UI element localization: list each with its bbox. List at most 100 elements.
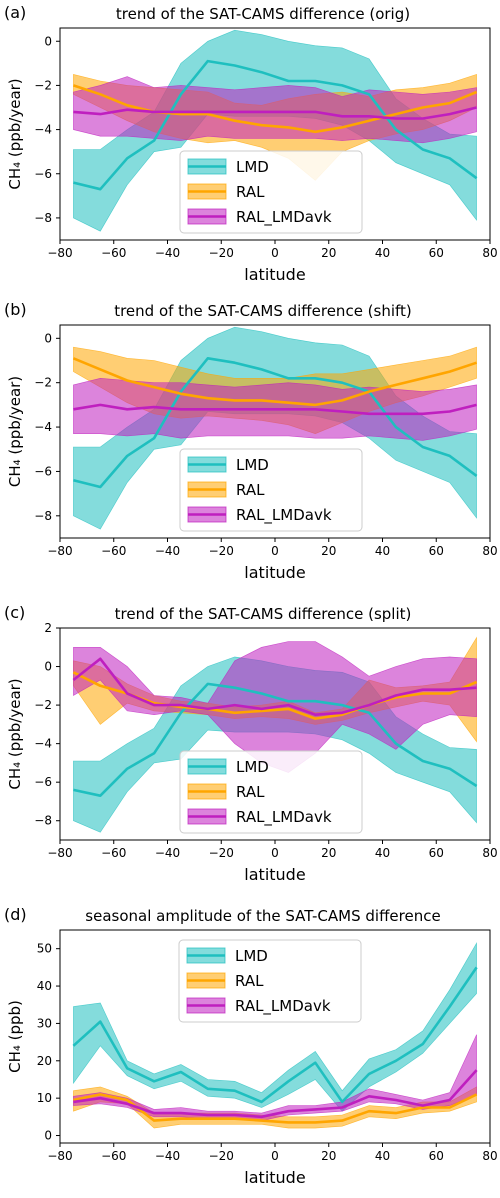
x-tick-label: 0	[271, 544, 279, 558]
x-tick-label: 20	[321, 246, 336, 260]
legend-label: LMD	[236, 456, 269, 474]
y-tick-label: −6	[34, 464, 52, 478]
x-tick-label: 60	[429, 1149, 444, 1163]
y-tick-label: 30	[37, 1016, 52, 1030]
panel-label: (b)	[4, 300, 27, 319]
x-tick-label: −60	[101, 846, 126, 860]
line-lmd	[73, 59, 478, 191]
x-tick-label: −80	[47, 246, 72, 260]
y-axis-label: CH₄ (ppb/year)	[6, 78, 24, 189]
band-ral_lmdavk	[73, 76, 477, 144]
legend-label: RAL	[236, 783, 265, 801]
y-tick-label: −2	[34, 698, 52, 712]
legend-label: RAL_LMDavk	[236, 808, 332, 827]
chart-title: trend of the SAT-CAMS difference (split)	[115, 605, 412, 623]
y-tick-label: 10	[37, 1091, 52, 1105]
x-tick-label: 0	[271, 1149, 279, 1163]
legend: LMD RAL RAL_LMDavk	[179, 448, 363, 532]
x-tick-label: −40	[155, 246, 180, 260]
y-tick-label: 2	[44, 621, 52, 635]
x-tick-label: 40	[375, 846, 390, 860]
x-tick-label: 60	[429, 544, 444, 558]
legend-label: LMD	[236, 158, 269, 176]
x-tick-label: −80	[47, 846, 72, 860]
x-tick-label: 80	[482, 1149, 497, 1163]
y-tick-label: −6	[34, 167, 52, 181]
legend-label: RAL_LMDavk	[236, 506, 332, 525]
line-lmd	[72, 966, 478, 1104]
chart-title: trend of the SAT-CAMS difference (orig)	[116, 5, 410, 23]
legend-label: RAL	[236, 183, 265, 201]
x-tick-label: 20	[321, 846, 336, 860]
x-axis-label: latitude	[244, 563, 305, 582]
legend: LMD RAL RAL_LMDavk	[179, 150, 363, 234]
y-tick-label: 40	[37, 979, 52, 993]
line-lmd	[73, 682, 478, 797]
x-tick-label: −20	[209, 544, 234, 558]
chart-title: seasonal amplitude of the SAT-CAMS diffe…	[85, 907, 440, 925]
y-tick-label: 20	[37, 1054, 52, 1068]
legend: LMD RAL RAL_LMDavk	[178, 939, 362, 1023]
legend-label: RAL	[235, 972, 264, 990]
band-lmd	[73, 941, 477, 1112]
legend-label: RAL	[236, 481, 265, 499]
x-tick-label: 20	[321, 1149, 336, 1163]
legend-label: RAL_LMDavk	[236, 208, 332, 227]
panel-label: (a)	[4, 3, 26, 22]
y-tick-label: −4	[34, 123, 52, 137]
y-tick-label: −8	[34, 814, 52, 828]
x-tick-label: 0	[271, 846, 279, 860]
legend: LMD RAL RAL_LMDavk	[179, 750, 363, 834]
x-axis-label: latitude	[244, 1168, 305, 1187]
x-tick-label: 80	[482, 846, 497, 860]
y-tick-label: 50	[37, 942, 52, 956]
y-axis-label: CH₄ (ppb/year)	[6, 376, 24, 487]
x-tick-label: 60	[429, 846, 444, 860]
panel-label: (d)	[4, 905, 27, 924]
panel-a: −80 −60 −40 −20 0 20 40 60 80 0 −2 −4 −6 −8 trend of t…	[4, 3, 498, 284]
line-ral_lmdavk	[73, 106, 477, 120]
legend-label: LMD	[236, 758, 269, 776]
y-tick-label: 0	[44, 331, 52, 345]
line-ral_lmdavk	[72, 657, 477, 716]
x-tick-label: 80	[482, 246, 497, 260]
x-tick-label: 20	[321, 544, 336, 558]
x-tick-label: −80	[47, 544, 72, 558]
panel-d: −80 −60 −40 −20 0 20 40 60 80 0 10 20 30 40 50 seasonal…	[4, 905, 498, 1187]
x-tick-label: 40	[375, 544, 390, 558]
line-ral	[72, 357, 478, 407]
y-tick-label: −8	[34, 509, 52, 523]
x-tick-label: −20	[209, 846, 234, 860]
x-tick-label: 60	[429, 246, 444, 260]
y-tick-label: 0	[44, 34, 52, 48]
x-tick-label: 40	[375, 1149, 390, 1163]
y-tick-label: 0	[44, 660, 52, 674]
x-axis-label: latitude	[244, 865, 305, 884]
x-tick-label: 80	[482, 544, 497, 558]
x-tick-label: −40	[155, 544, 180, 558]
x-tick-label: −80	[47, 1149, 72, 1163]
legend-label: RAL_LMDavk	[235, 997, 331, 1016]
x-tick-label: −40	[155, 1149, 180, 1163]
x-axis-label: latitude	[244, 265, 305, 284]
line-ral	[73, 1093, 478, 1124]
y-tick-label: −4	[34, 737, 52, 751]
x-tick-label: −20	[209, 1149, 234, 1163]
y-axis-label: CH₄ (ppb/year)	[6, 678, 24, 789]
chart-title: trend of the SAT-CAMS difference (shift)	[114, 302, 412, 320]
line-ral_lmdavk	[73, 403, 477, 416]
x-tick-label: 0	[271, 246, 279, 260]
legend-label: LMD	[235, 947, 268, 965]
x-tick-label: 40	[375, 246, 390, 260]
y-tick-label: 0	[44, 1129, 52, 1143]
x-tick-label: −60	[101, 246, 126, 260]
y-tick-label: −8	[34, 211, 52, 225]
panel-b: −80 −60 −40 −20 0 20 40 60 80 0 −2 −4 −6 −8 trend of t…	[4, 300, 498, 582]
y-tick-label: −2	[34, 78, 52, 92]
x-tick-label: −40	[155, 846, 180, 860]
x-tick-label: −60	[101, 1149, 126, 1163]
y-tick-label: −2	[34, 376, 52, 390]
